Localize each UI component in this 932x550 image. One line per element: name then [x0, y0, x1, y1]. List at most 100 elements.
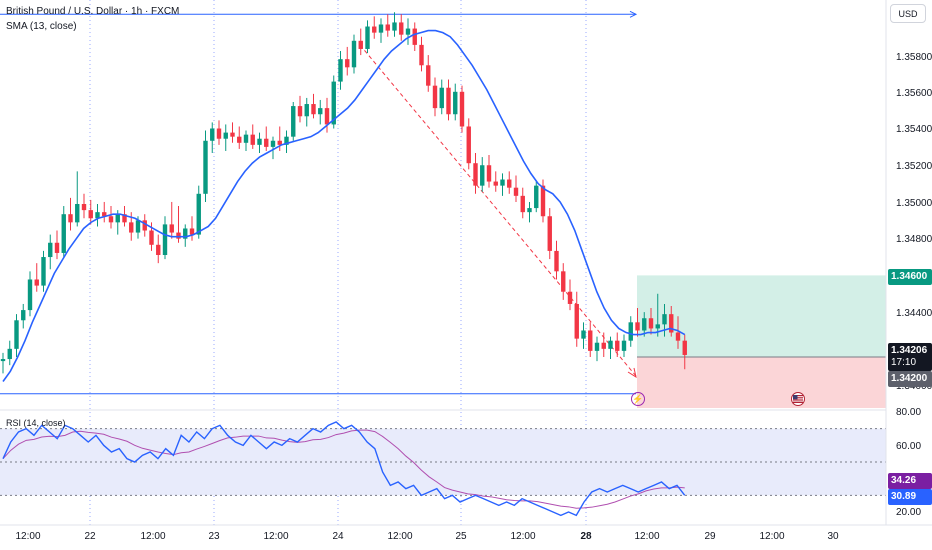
candle-body — [75, 204, 80, 223]
candle-body — [493, 181, 498, 186]
candle-body — [473, 163, 478, 186]
time-axis-label: 24 — [332, 531, 344, 542]
candle-body — [264, 138, 269, 147]
candle-body — [7, 348, 12, 360]
current-price-tag: 1.34206 17:10 — [888, 343, 932, 371]
candle-body — [88, 210, 93, 219]
candle-body — [412, 28, 417, 45]
trend-arrow — [627, 367, 637, 379]
candle-body — [243, 134, 249, 143]
candle-body — [554, 250, 559, 272]
candle-body — [520, 195, 525, 213]
candle-body — [628, 322, 633, 341]
time-axis-label: 28 — [580, 531, 592, 542]
candle-body — [318, 108, 323, 115]
candle-body — [257, 138, 262, 145]
candle-body — [115, 214, 120, 223]
target-price-tag: 1.34600 — [888, 269, 932, 285]
candle-body — [662, 314, 667, 325]
candle-body — [669, 314, 674, 333]
candle-body — [331, 81, 336, 125]
candle-body — [291, 106, 296, 137]
candle-body — [594, 342, 600, 351]
candle-body — [459, 91, 465, 127]
candle-body — [601, 342, 606, 349]
candle-body — [486, 165, 492, 182]
candle-body — [466, 126, 471, 164]
candle-body — [567, 291, 573, 304]
take-profit-zone — [637, 275, 886, 357]
candle-body — [0, 359, 6, 362]
stop-loss-zone — [637, 357, 886, 408]
sma-legend[interactable]: SMA (13, close) — [6, 21, 77, 32]
us-flag-graphic — [793, 395, 803, 403]
sma-line — [2, 29, 686, 382]
rsi-legend[interactable]: RSI (14, close) — [6, 418, 66, 428]
price-axis-label: 1.35600 — [896, 88, 932, 99]
candle-body — [581, 330, 586, 339]
candle-body — [311, 104, 316, 115]
candle-body — [615, 340, 620, 351]
symbol-title[interactable]: British Pound / U.S. Dollar · 1h · FXCM — [6, 6, 180, 17]
price-axis-label: 1.35200 — [896, 161, 932, 172]
candle-body — [162, 224, 168, 255]
candle-body — [385, 24, 390, 31]
us-flag-icon[interactable] — [791, 392, 805, 406]
candle-body — [324, 108, 330, 125]
candle-body — [527, 208, 532, 213]
time-axis-label: 23 — [208, 531, 220, 542]
rsi-line — [2, 421, 686, 517]
candle-body — [68, 214, 73, 223]
candle-body — [41, 257, 46, 286]
time-axis-label: 25 — [455, 531, 467, 542]
candle-body — [183, 228, 188, 239]
rsi-axis-label: 80.00 — [896, 407, 922, 418]
candle-body — [648, 318, 654, 329]
candle-body — [304, 104, 309, 117]
candle-body — [176, 232, 181, 239]
time-axis-label: 30 — [827, 531, 839, 542]
candle-body — [210, 128, 215, 141]
price-axis-label: 1.34800 — [896, 234, 932, 245]
time-axis-label: 12:00 — [387, 531, 413, 542]
candle-body — [547, 216, 552, 251]
candle-body — [203, 140, 208, 194]
candle-body — [216, 128, 222, 139]
candle-body — [14, 320, 19, 349]
candle-body — [345, 59, 350, 68]
candle-body — [270, 140, 276, 147]
candle-body — [642, 318, 647, 331]
time-axis-label: 22 — [84, 531, 96, 542]
currency-button[interactable]: USD — [890, 4, 926, 23]
price-axis-label: 1.35800 — [896, 52, 932, 63]
candle-body — [149, 230, 154, 245]
price-axis-label: 1.34400 — [896, 308, 932, 319]
time-axis-label: 12:00 — [263, 531, 289, 542]
candle-body — [196, 193, 201, 235]
candle-body — [365, 26, 370, 49]
time-axis-label: 12:00 — [510, 531, 536, 542]
candle-body — [372, 26, 377, 33]
candle-body — [142, 220, 147, 231]
rsi-ma-value-tag: 34.26 — [888, 473, 932, 489]
candle-body — [432, 85, 438, 109]
candle-body — [122, 214, 127, 223]
candle-body — [480, 165, 485, 186]
candle-body — [439, 87, 444, 109]
candle-body — [189, 228, 195, 235]
candle-body — [608, 340, 613, 349]
candle-body — [561, 271, 566, 292]
candle-body — [169, 224, 174, 233]
candle-body — [358, 40, 363, 49]
candle-body — [588, 330, 593, 351]
candle-body — [102, 212, 107, 217]
resistance-arrow — [629, 10, 638, 18]
candle-body — [135, 220, 141, 233]
candle-body — [655, 324, 660, 329]
candle-body — [156, 244, 161, 255]
lightning-icon[interactable]: ⚡ — [631, 392, 645, 406]
candle-body — [621, 340, 627, 351]
rsi-band — [0, 428, 886, 496]
